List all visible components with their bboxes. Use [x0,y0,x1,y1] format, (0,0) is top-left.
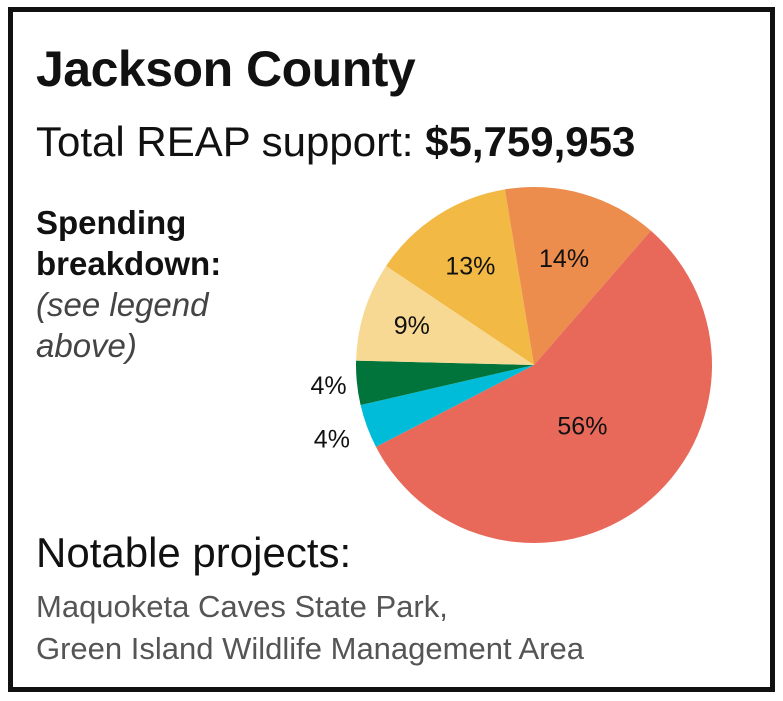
notable-projects-heading: Notable projects: [36,529,352,576]
pie-slice-label: 56% [557,413,607,441]
breakdown-note-line2: above) [36,327,137,364]
pie-slice [356,265,534,365]
breakdown-note-line1: (see legend [36,286,209,323]
notable-projects-list: Maquoketa Caves State Park, Green Island… [36,586,584,670]
notable-project-item: Green Island Wildlife Management Area [36,631,584,666]
pie-slice-label: 9% [394,312,430,340]
pie-slice [504,187,651,365]
total-support-amount: $5,759,953 [425,118,636,165]
notable-project-item: Maquoketa Caves State Park, [36,589,448,624]
total-support-label: Total REAP support: [36,118,426,165]
breakdown-heading-line1: Spending [36,204,187,241]
breakdown-heading-line2: breakdown: [36,245,222,282]
pie-slice-label: 4% [311,372,347,400]
pie-slice-label: 14% [539,245,589,273]
pie-slice [375,230,712,543]
pie-slices [356,187,712,543]
spending-pie-chart: 56% 4% 4% 9% 13% 14% [311,187,712,543]
spending-breakdown: Spending breakdown: (see legend above) [36,202,221,366]
pie-slice-label: 13% [445,252,495,280]
pie-slice [386,189,534,365]
county-title: Jackson County [36,41,416,97]
pie-slice [360,365,534,447]
pie-labels: 56% 4% 4% 9% 13% 14% [311,245,608,454]
total-support: Total REAP support: $5,759,953 [36,121,635,163]
pie-slice-label: 4% [314,425,350,453]
pie-slice [356,360,534,406]
